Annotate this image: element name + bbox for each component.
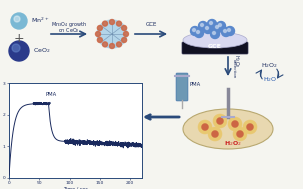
Circle shape: [122, 26, 127, 30]
Circle shape: [116, 21, 122, 26]
Circle shape: [221, 28, 231, 36]
Text: detection: detection: [232, 59, 236, 79]
Circle shape: [97, 26, 102, 30]
Circle shape: [243, 120, 257, 134]
Circle shape: [209, 22, 212, 25]
Circle shape: [191, 26, 199, 36]
Text: H$_2$O$_2$: H$_2$O$_2$: [232, 54, 241, 68]
Circle shape: [208, 19, 217, 29]
Circle shape: [109, 43, 115, 49]
Text: Mn$^{2+}$: Mn$^{2+}$: [31, 15, 49, 25]
Text: CeO$_2$: CeO$_2$: [33, 46, 51, 55]
Circle shape: [214, 23, 222, 33]
Circle shape: [102, 42, 108, 47]
Text: H$_2$O$_2$: H$_2$O$_2$: [261, 61, 278, 70]
Circle shape: [211, 29, 219, 39]
Circle shape: [12, 44, 20, 52]
Circle shape: [95, 32, 101, 36]
Circle shape: [215, 26, 218, 29]
FancyBboxPatch shape: [182, 42, 248, 54]
Circle shape: [237, 130, 244, 138]
Circle shape: [192, 29, 195, 32]
Circle shape: [247, 123, 254, 130]
Circle shape: [201, 23, 204, 26]
X-axis label: Time / sec: Time / sec: [63, 187, 88, 189]
Circle shape: [197, 30, 199, 33]
Circle shape: [218, 23, 221, 26]
Circle shape: [228, 117, 242, 131]
Text: PMA: PMA: [45, 92, 57, 105]
Circle shape: [233, 127, 247, 141]
Circle shape: [217, 22, 225, 30]
Circle shape: [198, 120, 212, 134]
Circle shape: [225, 26, 235, 36]
Circle shape: [205, 26, 208, 29]
Circle shape: [217, 118, 224, 125]
Circle shape: [14, 16, 20, 22]
FancyBboxPatch shape: [176, 73, 188, 101]
Circle shape: [102, 21, 108, 26]
Circle shape: [211, 130, 218, 138]
Circle shape: [198, 22, 208, 30]
Y-axis label: Current / μA: Current / μA: [0, 115, 2, 145]
Circle shape: [228, 29, 231, 32]
Circle shape: [116, 42, 122, 47]
Circle shape: [9, 41, 29, 61]
Ellipse shape: [183, 109, 273, 149]
Circle shape: [122, 37, 127, 43]
Text: H$_2$O: H$_2$O: [263, 75, 277, 84]
Circle shape: [212, 32, 215, 35]
Circle shape: [231, 121, 238, 128]
Circle shape: [124, 32, 128, 36]
Circle shape: [204, 25, 212, 33]
Circle shape: [109, 19, 115, 25]
Circle shape: [11, 13, 27, 29]
Text: Mn$_3$O$_4$ growth: Mn$_3$O$_4$ growth: [51, 20, 87, 29]
Circle shape: [195, 29, 204, 37]
Text: on CeO$_2$: on CeO$_2$: [58, 26, 80, 35]
Text: H$_2$O$_2$: H$_2$O$_2$: [224, 139, 242, 148]
Ellipse shape: [97, 20, 127, 48]
Circle shape: [208, 127, 222, 141]
Text: PMA: PMA: [190, 81, 201, 87]
Circle shape: [201, 123, 208, 130]
Circle shape: [213, 114, 227, 128]
Circle shape: [224, 29, 227, 33]
Ellipse shape: [183, 32, 247, 48]
Text: GCE: GCE: [145, 22, 157, 27]
Text: GCE: GCE: [208, 44, 222, 50]
Text: +: +: [14, 33, 24, 46]
Circle shape: [97, 37, 102, 43]
